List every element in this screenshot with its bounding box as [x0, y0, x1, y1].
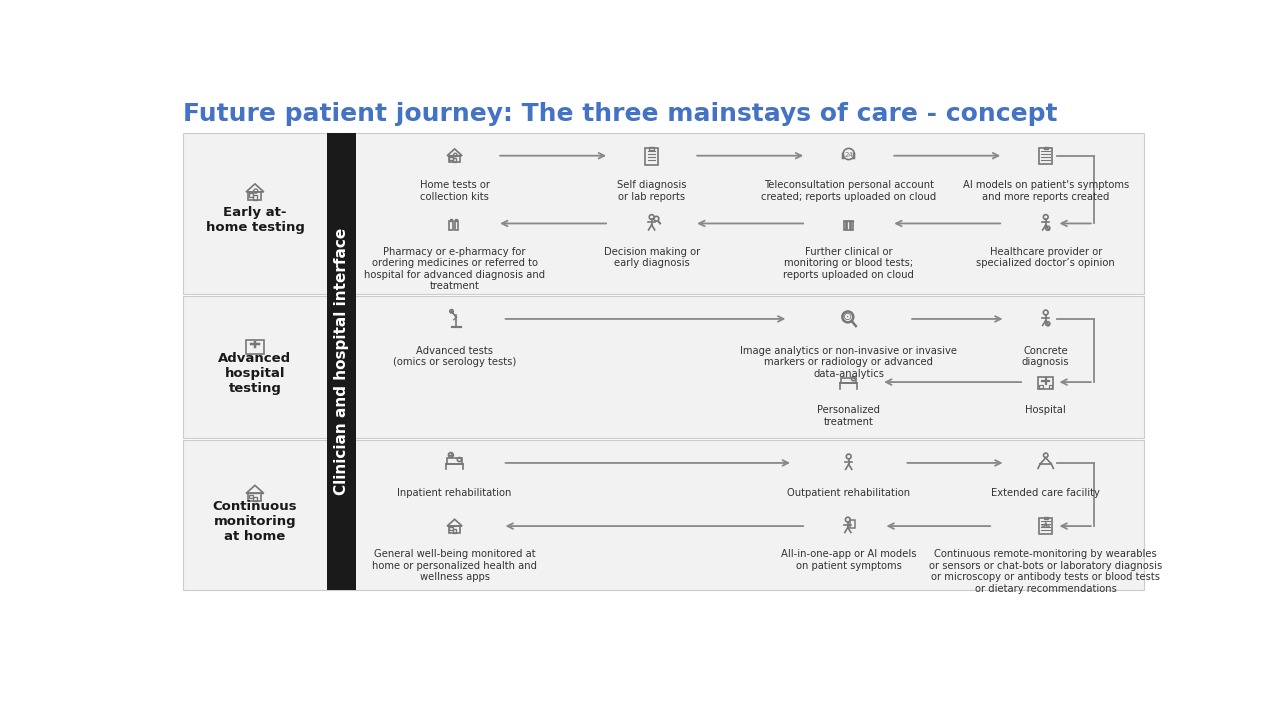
Bar [183, 440, 1144, 590]
Bar [1044, 147, 1047, 149]
Bar [645, 148, 658, 164]
Text: 24: 24 [845, 152, 852, 158]
Text: Decision making or
early diagnosis: Decision making or early diagnosis [603, 246, 700, 268]
Text: Home tests or
collection kits: Home tests or collection kits [420, 180, 489, 202]
Text: All-in-one-app or AI models
on patient symptoms: All-in-one-app or AI models on patient s… [781, 549, 916, 571]
Bar [841, 377, 856, 383]
Text: ⊙: ⊙ [844, 312, 852, 322]
Text: Further clinical or
monitoring or blood tests;
reports uploaded on cloud: Further clinical or monitoring or blood … [783, 246, 914, 280]
Bar [253, 497, 257, 501]
Bar [453, 528, 456, 533]
Bar [851, 220, 854, 230]
Text: Inpatient rehabilitation: Inpatient rehabilitation [397, 487, 512, 498]
Bar [1039, 518, 1052, 534]
Text: Hospital: Hospital [1025, 405, 1066, 415]
Bar [844, 220, 846, 230]
Bar [453, 158, 456, 163]
Text: Continuous remote-monitoring by wearables
or sensors or chat-bots or laboratory : Continuous remote-monitoring by wearable… [929, 549, 1162, 594]
Bar [1039, 148, 1052, 164]
Bar [1044, 517, 1047, 519]
Text: General well-being monitored at
home or personalized health and
wellness apps: General well-being monitored at home or … [372, 549, 538, 582]
Bar [326, 132, 356, 590]
Text: Extended care facility: Extended care facility [991, 487, 1101, 498]
Bar [183, 132, 1144, 294]
Bar [449, 157, 453, 160]
Text: Clinician and hospital interface: Clinician and hospital interface [334, 228, 349, 495]
Bar [449, 156, 460, 163]
Text: Self diagnosis
or lab reports: Self diagnosis or lab reports [617, 180, 686, 202]
Bar [449, 528, 453, 530]
Bar [253, 195, 257, 200]
Text: Advanced
hospital
testing: Advanced hospital testing [219, 352, 292, 395]
Text: Pharmacy or e-pharmacy for
ordering medicines or referred to
hospital for advanc: Pharmacy or e-pharmacy for ordering medi… [364, 246, 545, 292]
Text: Early at-
home testing: Early at- home testing [206, 206, 305, 233]
Bar [248, 194, 253, 197]
Bar [246, 341, 264, 354]
Bar [447, 459, 462, 464]
Bar [847, 220, 850, 230]
Bar [449, 526, 460, 533]
Bar [454, 220, 458, 230]
Bar [449, 220, 453, 230]
Bar [1038, 377, 1053, 390]
Bar [449, 219, 452, 220]
Text: Healthcare provider or
specialized doctor’s opinion: Healthcare provider or specialized docto… [977, 246, 1115, 268]
Bar [248, 192, 261, 200]
Bar [248, 495, 253, 498]
Bar [248, 493, 261, 501]
Bar [456, 219, 457, 220]
Text: Continuous
monitoring
at home: Continuous monitoring at home [212, 500, 297, 543]
Text: Personalized
treatment: Personalized treatment [817, 405, 881, 427]
Bar [1048, 384, 1052, 388]
Bar [649, 148, 654, 150]
Text: Image analytics or non-invasive or invasive
markers or radiology or advanced
dat: Image analytics or non-invasive or invas… [740, 346, 957, 379]
Text: Teleconsultation personal account
created; reports uploaded on cloud: Teleconsultation personal account create… [762, 180, 936, 202]
Text: Advanced tests
(omics or serology tests): Advanced tests (omics or serology tests) [393, 346, 516, 367]
Text: Concrete
diagnosis: Concrete diagnosis [1021, 346, 1070, 367]
Text: Future patient journey: The three mainstays of care - concept: Future patient journey: The three mainst… [183, 102, 1057, 126]
Text: Outpatient rehabilitation: Outpatient rehabilitation [787, 487, 910, 498]
Text: AI models on patient's symptoms
and more reports created: AI models on patient's symptoms and more… [963, 180, 1129, 202]
Bar [850, 520, 855, 528]
Bar [1039, 384, 1043, 388]
Bar [183, 296, 1144, 438]
